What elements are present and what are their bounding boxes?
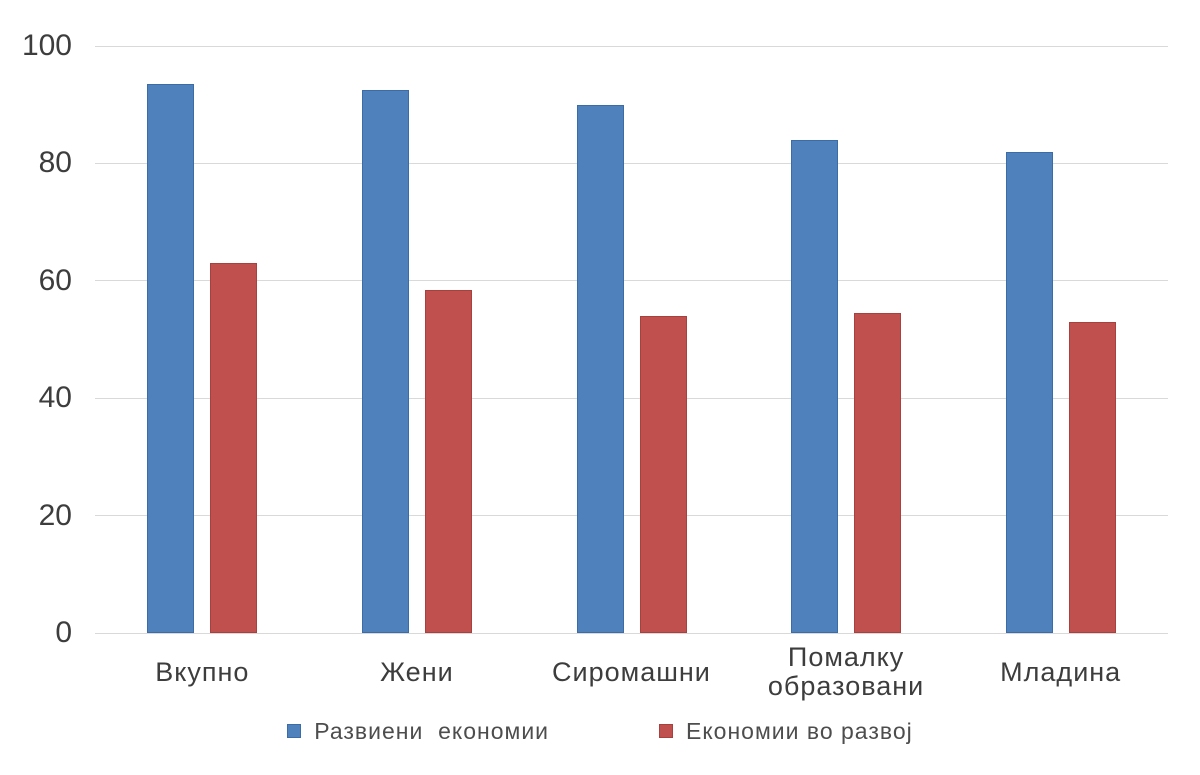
y-tick-label-100: 100: [21, 29, 72, 62]
bar-series2-cat4: [854, 313, 902, 633]
y-tick-label-20: 20: [38, 498, 72, 532]
category-label-3: Сиромашни: [552, 656, 711, 687]
bar-series2-cat5: [1068, 321, 1116, 633]
y-tick-label-0: 0: [55, 616, 72, 649]
y-tick-label-60: 60: [38, 263, 72, 297]
bar-series2-cat1: [210, 263, 258, 633]
gridline-0: [95, 632, 1168, 634]
gridline-60: [95, 280, 1168, 282]
gridline-100: [95, 45, 1168, 47]
legend-label-1: Развиени економии: [314, 717, 550, 744]
bar-series2-cat2: [424, 289, 472, 633]
legend-swatch-icon-2: [659, 724, 674, 738]
legend: Развиени економии Економии во развој: [0, 708, 1200, 754]
gridline-80: [95, 162, 1168, 164]
legend-swatch-icon-1: [287, 724, 302, 738]
bar-series1-cat1: [147, 84, 195, 633]
category-label-4: Помалку образовани: [767, 642, 925, 701]
legend-item-1: Развиени економии: [287, 718, 549, 745]
bar-series2-cat3: [639, 316, 687, 633]
bar-series1-cat3: [576, 104, 624, 633]
y-tick-label-80: 80: [38, 146, 72, 180]
category-label-2: Жени: [380, 656, 454, 687]
gridline-20: [95, 515, 1168, 517]
legend-item-2: Економии во развој: [659, 718, 913, 745]
legend-label-2: Економии во развој: [686, 717, 913, 744]
y-tick-label-40: 40: [38, 381, 72, 415]
bar-series1-cat5: [1005, 151, 1053, 633]
bar-series1-cat4: [791, 139, 839, 633]
category-label-1: Вкупно: [155, 656, 250, 687]
gridline-40: [95, 397, 1168, 399]
category-label-5: Младина: [1000, 656, 1122, 687]
bar-series1-cat2: [361, 90, 409, 633]
